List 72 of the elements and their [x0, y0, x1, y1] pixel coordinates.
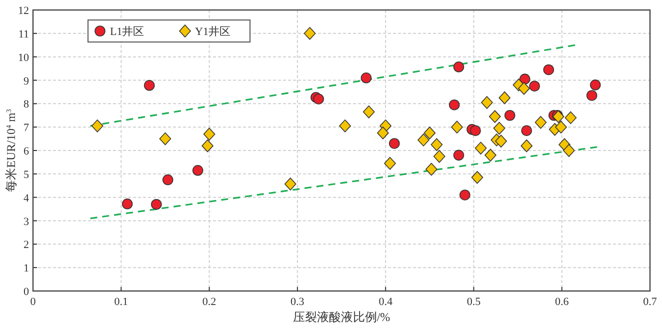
y-tick-label: 8: [24, 98, 30, 111]
point: [555, 120, 567, 134]
point: [534, 116, 547, 129]
point: [498, 91, 510, 104]
point: [159, 132, 172, 146]
y-tick-label: 5: [24, 168, 30, 181]
point: [433, 150, 446, 163]
point: [518, 82, 530, 95]
point: [313, 94, 324, 104]
point: [426, 162, 438, 176]
point: [564, 111, 577, 124]
point: [495, 134, 507, 148]
point: [481, 96, 493, 109]
y-tick-label: 12: [18, 5, 29, 17]
point: [521, 125, 532, 136]
x-tick-label: 0.3: [290, 296, 305, 308]
point: [488, 110, 501, 123]
point: [377, 126, 389, 140]
point: [384, 156, 396, 170]
point: [520, 139, 532, 152]
y-tick-label: 6: [24, 146, 30, 158]
point: [474, 142, 487, 155]
x-tick-label: 0.1: [114, 296, 128, 308]
legend-label: Y1井区: [195, 25, 230, 38]
point: [448, 99, 460, 110]
point: [543, 64, 554, 76]
point: [586, 90, 598, 101]
x-tick-label: 0.7: [643, 296, 658, 308]
point: [563, 144, 575, 157]
point: [504, 110, 516, 121]
y-tick-label: 0: [24, 286, 30, 298]
point: [362, 105, 375, 118]
point: [471, 171, 484, 184]
point: [202, 139, 214, 152]
y-tick-label: 4: [24, 192, 30, 204]
point: [460, 190, 470, 200]
point: [122, 198, 133, 210]
x-tick-label: 0.6: [554, 296, 570, 308]
point: [424, 126, 436, 140]
y-tick-label: 9: [24, 75, 30, 88]
point: [493, 122, 506, 135]
point: [529, 80, 540, 92]
y-tick-label: 7: [24, 122, 30, 134]
point: [203, 128, 216, 141]
x-tick-label: 0.2: [202, 296, 216, 308]
point: [418, 134, 430, 146]
point: [590, 80, 601, 90]
point: [339, 120, 351, 132]
point: [304, 27, 316, 40]
y-tick-label: 3: [24, 216, 30, 228]
point: [453, 150, 464, 161]
point: [91, 120, 104, 132]
point: [484, 148, 496, 162]
x-tick-label: 0.4: [378, 296, 393, 308]
point: [360, 72, 372, 84]
legend-label: L1井区: [110, 25, 144, 38]
y-tick-label: 1: [24, 262, 29, 275]
point: [388, 138, 400, 149]
point: [284, 178, 296, 190]
y-tick-label: 2: [24, 239, 29, 252]
x-axis-title: 压裂液酸液比例/%: [292, 310, 390, 324]
point: [151, 198, 162, 210]
x-tick-label: 0.5: [466, 296, 482, 308]
point: [144, 80, 155, 91]
point: [470, 125, 481, 136]
point: [451, 120, 463, 134]
point: [430, 138, 443, 152]
y-tick-label: 11: [18, 28, 29, 40]
point: [453, 62, 464, 72]
point: [192, 165, 204, 176]
point: [162, 174, 174, 186]
y-tick-label: 10: [18, 52, 30, 64]
